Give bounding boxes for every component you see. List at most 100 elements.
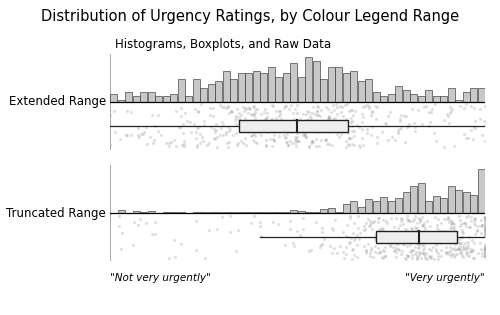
Point bbox=[419, 222, 427, 227]
Point bbox=[348, 124, 356, 129]
Point bbox=[450, 254, 458, 259]
Point bbox=[420, 237, 428, 242]
Point bbox=[349, 231, 357, 236]
Point bbox=[404, 254, 412, 259]
Bar bbox=[298, 211, 305, 214]
Point bbox=[122, 133, 130, 138]
Bar bbox=[402, 192, 410, 214]
Point bbox=[415, 244, 423, 249]
Text: Truncated Range: Truncated Range bbox=[6, 207, 106, 220]
Point bbox=[324, 114, 332, 119]
Bar bbox=[380, 95, 388, 101]
Point bbox=[422, 256, 430, 261]
Point bbox=[356, 145, 364, 150]
Point bbox=[362, 249, 370, 254]
Bar bbox=[402, 89, 410, 101]
Point bbox=[335, 119, 343, 124]
Point bbox=[412, 227, 420, 232]
Point bbox=[329, 227, 337, 232]
Point bbox=[347, 135, 355, 140]
Bar bbox=[320, 79, 328, 101]
Point bbox=[176, 114, 184, 119]
Point bbox=[371, 103, 379, 108]
Point bbox=[148, 113, 156, 118]
Point bbox=[281, 243, 289, 248]
Point bbox=[162, 140, 170, 145]
Point bbox=[403, 244, 411, 249]
Point bbox=[404, 254, 412, 259]
Point bbox=[448, 251, 456, 256]
Bar bbox=[455, 190, 462, 214]
Point bbox=[345, 109, 353, 114]
Point bbox=[446, 111, 454, 116]
Point bbox=[310, 111, 318, 116]
Point bbox=[456, 223, 464, 228]
Bar bbox=[282, 73, 290, 101]
Point bbox=[412, 252, 420, 257]
Point bbox=[481, 226, 489, 231]
Bar bbox=[350, 201, 358, 214]
Point bbox=[342, 234, 350, 239]
Point bbox=[480, 230, 488, 235]
Point bbox=[458, 250, 466, 255]
Point bbox=[300, 133, 308, 138]
Point bbox=[178, 242, 186, 247]
Point bbox=[440, 117, 448, 123]
Bar bbox=[312, 212, 320, 214]
Point bbox=[262, 137, 270, 142]
Point bbox=[466, 235, 473, 240]
Point bbox=[269, 136, 277, 141]
Point bbox=[342, 103, 349, 108]
Bar bbox=[395, 85, 402, 101]
Point bbox=[328, 250, 336, 255]
Point bbox=[253, 106, 261, 111]
Point bbox=[457, 241, 465, 246]
Point bbox=[481, 246, 489, 251]
Point bbox=[464, 243, 471, 248]
Point bbox=[435, 230, 443, 235]
Point bbox=[402, 256, 410, 261]
Point bbox=[401, 226, 409, 232]
Point bbox=[208, 105, 216, 110]
Point bbox=[330, 245, 338, 250]
Point bbox=[244, 130, 252, 135]
Bar bbox=[282, 212, 290, 214]
Point bbox=[312, 220, 320, 225]
Point bbox=[456, 104, 464, 109]
Point bbox=[345, 241, 353, 246]
Point bbox=[329, 103, 337, 108]
Bar bbox=[238, 73, 245, 101]
Point bbox=[474, 250, 482, 255]
Point bbox=[347, 236, 355, 241]
Bar bbox=[215, 82, 222, 101]
Point bbox=[142, 220, 150, 225]
Point bbox=[332, 101, 340, 106]
Point bbox=[394, 235, 402, 240]
Point bbox=[378, 255, 386, 260]
Point bbox=[411, 232, 419, 237]
Point bbox=[424, 109, 432, 114]
Point bbox=[250, 106, 258, 111]
Point bbox=[350, 129, 358, 134]
Point bbox=[402, 230, 410, 235]
Point bbox=[224, 104, 232, 109]
Point bbox=[134, 125, 141, 130]
Point bbox=[326, 123, 334, 128]
Bar bbox=[328, 208, 335, 214]
Point bbox=[398, 215, 406, 220]
Point bbox=[304, 124, 312, 129]
Point bbox=[466, 224, 474, 229]
Point bbox=[212, 127, 220, 132]
Point bbox=[446, 220, 454, 225]
Point bbox=[303, 121, 311, 126]
Point bbox=[378, 225, 386, 230]
Point bbox=[324, 141, 332, 146]
Point bbox=[404, 217, 411, 222]
Point bbox=[343, 222, 351, 227]
Point bbox=[348, 256, 356, 261]
Point bbox=[404, 218, 412, 223]
Point bbox=[374, 250, 382, 255]
Bar bbox=[230, 79, 237, 101]
Bar bbox=[298, 77, 305, 101]
Point bbox=[445, 121, 453, 126]
